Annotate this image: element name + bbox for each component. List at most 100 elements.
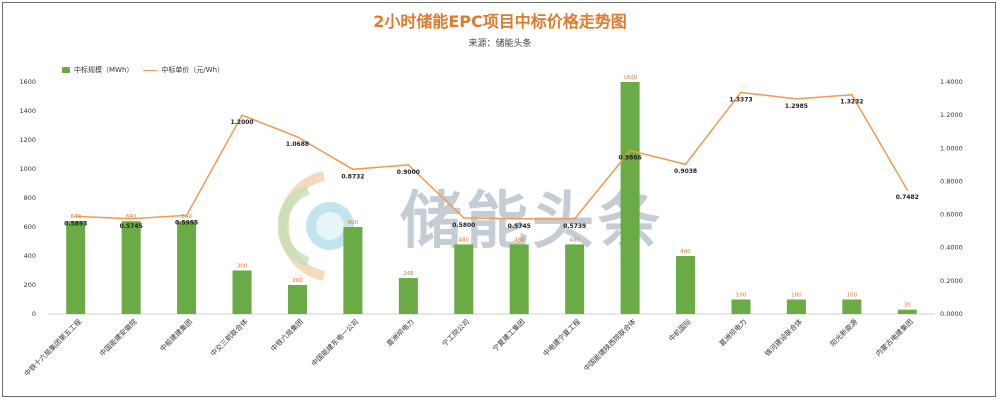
bar: [786, 299, 806, 314]
bar: [620, 82, 640, 314]
bar: [731, 299, 751, 314]
watermark-text: 储能头条: [400, 184, 665, 257]
category-label: 锦河建设联合体: [763, 317, 804, 358]
legend-item-bar: 中标规模（MWh）: [62, 65, 133, 75]
price-value-label: 1.2000: [230, 119, 253, 126]
bar-value-label: 100: [791, 293, 802, 299]
category-label: 葛洲坝电力: [717, 317, 748, 348]
price-point: [462, 217, 465, 219]
bar-value-label: 640: [181, 214, 192, 220]
price-value-label: 0.7482: [896, 194, 919, 201]
category-label: 中交三航联合体: [208, 317, 249, 358]
bar: [454, 244, 474, 314]
price-line: [75, 91, 908, 220]
price-value-label: 1.3373: [729, 96, 752, 103]
price-point: [296, 136, 299, 138]
y-right-tick-label: 1.0000: [940, 144, 963, 152]
bar-value-label: 640: [70, 214, 81, 220]
bar-value-label: 640: [126, 214, 137, 220]
y-right-tick-label: 1.4000: [940, 78, 963, 86]
price-point: [573, 218, 576, 220]
category-label: 内蒙古电建集团: [874, 317, 915, 358]
bar: [66, 221, 86, 314]
bar-value-label: 600: [348, 220, 359, 226]
y-left-tick-label: 400: [24, 252, 36, 260]
bar-value-label: 400: [680, 249, 691, 255]
y-left-tick-label: 1600: [19, 78, 36, 86]
y-left-tick-label: 800: [24, 194, 36, 202]
bar: [343, 227, 363, 314]
price-point: [185, 214, 188, 217]
price-value-label: 0.9000: [397, 169, 420, 176]
bar-value-label: 1600: [623, 75, 637, 81]
bar: [565, 244, 585, 314]
price-value-label: 0.5893: [64, 220, 87, 227]
category-label: 阳光新能源: [828, 317, 859, 348]
bar: [676, 256, 696, 314]
bar-value-label: 100: [736, 293, 747, 299]
price-value-label: 0.5745: [508, 223, 531, 230]
legend-swatch-line: [143, 69, 158, 71]
bar-value-label: 300: [237, 264, 248, 270]
bar-value-label: 100: [847, 293, 858, 299]
category-label: 中铁六局集团: [269, 317, 305, 353]
price-value-label: 0.9038: [674, 168, 697, 175]
price-point: [518, 217, 521, 220]
bar: [121, 221, 141, 314]
price-value-label: 1.2985: [785, 103, 808, 110]
y-left-tick-label: 1200: [19, 136, 36, 144]
bar-value-label: 248: [403, 271, 414, 277]
price-value-label: 0.5800: [452, 222, 475, 229]
price-point: [740, 91, 742, 94]
price-value-label: 0.5745: [120, 223, 143, 230]
price-value-label: 0.8732: [341, 173, 364, 180]
price-point: [352, 168, 354, 171]
y-right-tick-label: 1.2000: [940, 111, 963, 119]
category-label: 中国能建东电一公司: [309, 317, 360, 368]
bar-value-label: 480: [514, 237, 525, 243]
legend-label-bar: 中标规模（MWh）: [74, 66, 134, 74]
price-point: [851, 93, 853, 96]
price-point: [241, 114, 243, 116]
price-value-label: 0.5739: [563, 223, 586, 230]
y-left-tick-label: 1000: [19, 165, 36, 173]
price-value-label: 0.9866: [619, 155, 642, 162]
category-label: 中国能建安徽院: [98, 317, 139, 358]
y-left-tick-label: 0: [32, 310, 36, 318]
bar-value-label: 200: [292, 278, 303, 284]
legend-item-line: 中标单价（元/Wh）: [143, 65, 224, 75]
y-left-tick-label: 600: [24, 223, 36, 231]
category-label: 中国能建陕西院联合体: [582, 317, 638, 373]
y-right-tick-label: 0.6000: [940, 211, 963, 219]
price-value-label: 1.0688: [286, 141, 309, 148]
category-label: 宁工院公司: [440, 317, 471, 348]
price-point: [684, 163, 687, 166]
y-left-tick-label: 1400: [19, 107, 36, 115]
price-point: [629, 149, 631, 152]
price-point: [407, 164, 410, 166]
bar-value-label: 480: [569, 237, 580, 243]
price-point: [130, 217, 132, 220]
price-value-label: 0.5955: [175, 219, 198, 226]
legend: 中标规模（MWh） 中标单价（元/Wh）: [62, 65, 224, 75]
price-value-label: 1.3232: [840, 99, 863, 106]
bar-value-label: 30: [904, 303, 911, 309]
legend-swatch-bar: [62, 67, 70, 73]
category-label: 中电建宁夏工程: [541, 317, 582, 358]
price-point: [74, 215, 77, 218]
category-label: 中铁十六局集团第五工程: [22, 317, 83, 378]
price-point: [906, 189, 909, 191]
chart-subtitle: 来源：储能头条: [468, 39, 532, 49]
watermark-logo-icon: [278, 171, 354, 281]
category-label: 中船建建集团: [158, 317, 194, 353]
bar: [287, 285, 307, 314]
bar: [842, 299, 862, 314]
legend-label-line: 中标单价（元/Wh）: [161, 66, 225, 74]
bar: [897, 309, 917, 314]
bar: [232, 270, 252, 314]
y-right-tick-label: 0.0000: [940, 310, 963, 318]
category-label: 葛洲坝电力: [385, 317, 416, 348]
bar-value-label: 480: [459, 237, 470, 243]
y-left-tick-label: 200: [24, 281, 36, 289]
